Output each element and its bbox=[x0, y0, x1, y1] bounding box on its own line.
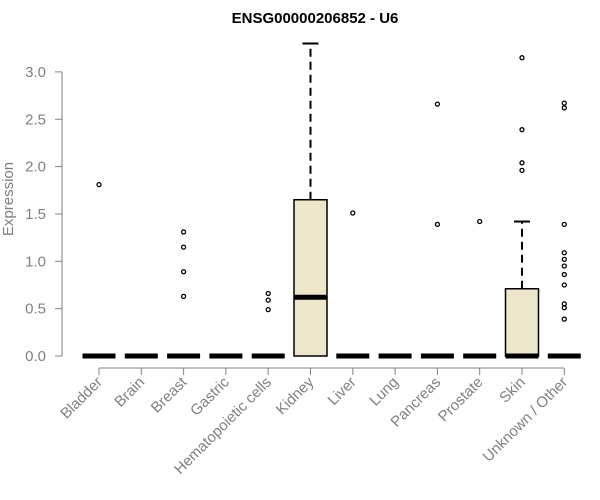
outlier-point bbox=[434, 101, 441, 107]
x-tick-label: Breast bbox=[148, 373, 191, 416]
outlier-point bbox=[265, 306, 271, 313]
y-tick-label: 0.5 bbox=[25, 301, 46, 318]
y-tick-label: 0.0 bbox=[25, 348, 46, 365]
outlier-point bbox=[180, 293, 187, 299]
outlier-point bbox=[561, 256, 567, 263]
box-group bbox=[420, 101, 454, 359]
x-tick-label: Prostate bbox=[435, 374, 487, 426]
y-axis: 0.0 0.5 1.0 1.5 2.0 2.5 3.0 bbox=[25, 64, 63, 365]
outlier-point bbox=[350, 210, 356, 216]
outlier-point bbox=[561, 105, 567, 111]
outlier-point bbox=[180, 229, 187, 235]
outlier-point bbox=[561, 271, 567, 278]
x-tick-label: Liver bbox=[325, 374, 360, 409]
outlier-point bbox=[561, 316, 567, 322]
x-tick-label: Lung bbox=[366, 374, 402, 410]
x-tick-label: Bladder bbox=[57, 374, 106, 423]
outlier-point bbox=[434, 221, 441, 228]
box-group bbox=[82, 181, 116, 359]
x-tick-label: Skin bbox=[496, 374, 529, 407]
plot-area bbox=[82, 42, 581, 359]
y-axis-label: Expression bbox=[0, 162, 17, 236]
outlier-point bbox=[519, 127, 525, 133]
outlier-point bbox=[561, 301, 567, 307]
y-tick-label: 2.0 bbox=[25, 159, 46, 176]
box-group bbox=[463, 218, 497, 359]
outlier-point bbox=[265, 297, 271, 303]
x-tick-label: Brain bbox=[111, 374, 148, 411]
y-tick-label: 2.5 bbox=[25, 111, 46, 128]
outlier-point bbox=[519, 160, 525, 166]
outlier-point bbox=[561, 100, 567, 106]
outlier-point bbox=[180, 244, 187, 250]
outlier-point bbox=[477, 218, 483, 225]
box-group bbox=[547, 100, 581, 359]
outlier-point bbox=[561, 221, 567, 228]
y-tick-label: 1.0 bbox=[25, 253, 46, 270]
outlier-point bbox=[265, 290, 271, 297]
y-tick-label: 1.5 bbox=[25, 206, 46, 223]
outlier-point bbox=[180, 269, 187, 275]
box bbox=[293, 198, 328, 357]
chart-title: ENSG00000206852 - U6 bbox=[232, 10, 399, 27]
outlier-point bbox=[519, 167, 525, 174]
x-tick-label: Kidney bbox=[273, 373, 318, 418]
box-group bbox=[504, 55, 540, 359]
box bbox=[504, 288, 540, 357]
y-tick-label: 3.0 bbox=[25, 64, 46, 81]
outlier-point bbox=[561, 250, 567, 256]
box-group bbox=[167, 229, 201, 359]
outlier-point bbox=[519, 55, 525, 61]
box-group bbox=[251, 290, 285, 359]
outlier-point bbox=[561, 282, 567, 288]
outlier-point bbox=[561, 263, 567, 269]
outlier-point bbox=[96, 181, 102, 188]
box-group bbox=[336, 210, 370, 359]
box-group bbox=[293, 42, 328, 357]
